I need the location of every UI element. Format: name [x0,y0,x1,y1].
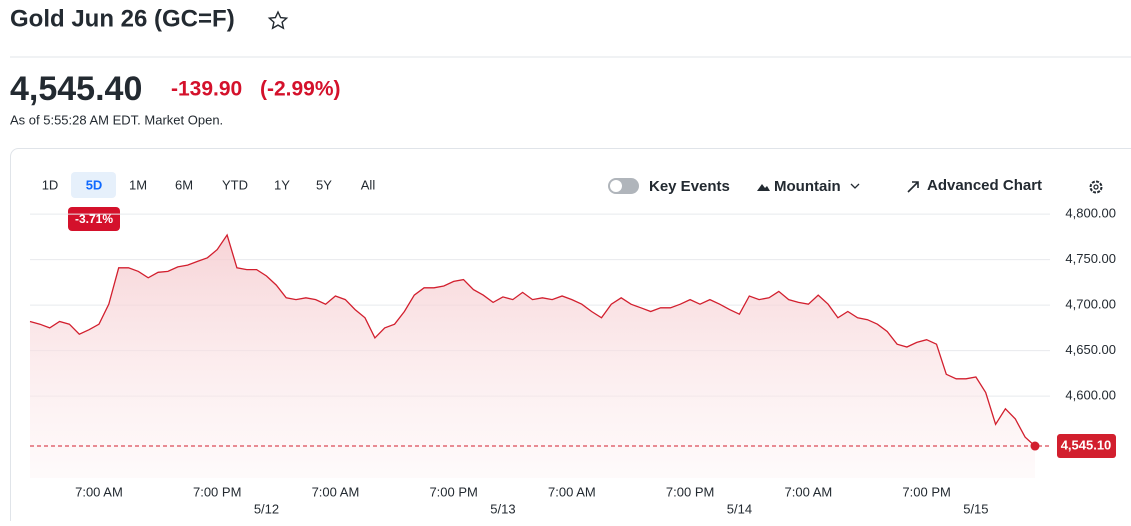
x-tick-label: 7:00 AM [312,484,360,499]
expand-icon [908,182,918,192]
date-label: 5/12 [254,501,279,516]
area-fill [30,235,1035,478]
x-tick-label: 7:00 PM [902,484,950,499]
advanced-chart[interactable]: Advanced Chart [927,177,1042,194]
range-button[interactable]: 6M [175,177,193,192]
range-button[interactable]: YTD [222,177,248,192]
y-tick-label: 4,650.00 [1065,342,1116,357]
x-tick-label: 7:00 AM [75,484,123,499]
watchlist-star[interactable] [269,12,286,28]
key-events[interactable]: Key Events [649,178,730,195]
x-tick-label: 7:00 AM [785,484,833,499]
x-tick-label: 7:00 PM [666,484,714,499]
range-button[interactable]: 1D [42,177,59,192]
last-price-dot [1031,442,1040,451]
chevron [851,184,859,188]
as-of: As of 5:55:28 AM EDT. Market Open. [10,112,223,127]
range-button[interactable]: 1Y [274,177,290,192]
price-change-pct: (-2.99%) [260,78,341,101]
chart-type[interactable]: Mountain [774,178,841,195]
x-tick-label: 7:00 AM [548,484,596,499]
last-price-label: 4,545.10 [1061,437,1112,452]
mountain-icon [757,184,770,191]
price: 4,545.40 [10,70,142,108]
range-button[interactable]: 5D [86,177,103,192]
settings-gear[interactable] [1091,182,1102,193]
range-button[interactable]: All [361,177,376,192]
price-change: -139.90 [171,78,242,101]
x-tick-label: 7:00 PM [193,484,241,499]
range-button[interactable]: 1M [129,177,147,192]
y-tick-label: 4,800.00 [1065,206,1116,221]
date-label: 5/14 [727,501,752,516]
toggle-knob [610,180,622,192]
x-tick-label: 7:00 PM [429,484,477,499]
y-tick-label: 4,700.00 [1065,297,1116,312]
date-label: 5/13 [490,501,515,516]
y-tick-label: 4,750.00 [1065,251,1116,266]
gear-center [1094,185,1098,189]
title: Gold Jun 26 (GC=F) [10,5,235,32]
y-tick-label: 4,600.00 [1065,388,1116,403]
range-button[interactable]: 5Y [316,177,332,192]
date-label: 5/15 [963,501,988,516]
